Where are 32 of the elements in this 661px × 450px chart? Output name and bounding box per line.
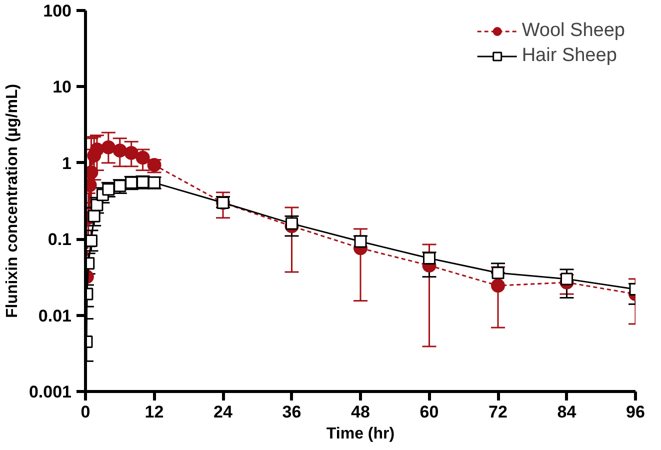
x-axis-title: Time (hr) bbox=[326, 426, 395, 442]
point bbox=[86, 165, 98, 180]
point bbox=[88, 210, 100, 222]
x-tick-label: 24 bbox=[214, 402, 233, 422]
y-tick-label: 1 bbox=[62, 154, 72, 173]
x-tick-label: 84 bbox=[557, 402, 577, 422]
y-tick-label: 100 bbox=[43, 2, 72, 20]
y-tick-label: 10 bbox=[52, 78, 72, 97]
x-tick-label: 48 bbox=[351, 402, 370, 422]
point bbox=[90, 142, 104, 156]
point bbox=[492, 266, 504, 280]
x-tick-label: 0 bbox=[80, 402, 90, 422]
point bbox=[423, 252, 436, 265]
point bbox=[136, 150, 150, 165]
point bbox=[86, 234, 98, 248]
x-tick-label: 36 bbox=[282, 402, 302, 422]
y-tick-label: 0.1 bbox=[48, 230, 72, 250]
point bbox=[491, 278, 505, 293]
point bbox=[560, 272, 573, 286]
y-tick-label: 0.001 bbox=[28, 382, 72, 402]
legend-label: Wool Sheep bbox=[522, 20, 625, 42]
x-tick-label: 60 bbox=[420, 402, 439, 422]
point bbox=[112, 144, 127, 158]
y-axis-title: Flunixin concentration (µg/mL) bbox=[4, 84, 21, 318]
point bbox=[286, 217, 298, 230]
x-tick-label: 96 bbox=[626, 402, 645, 422]
point bbox=[124, 146, 138, 160]
x-tick-label: 12 bbox=[144, 402, 164, 422]
point bbox=[101, 140, 116, 154]
legend-label: Hair Sheep bbox=[522, 45, 617, 67]
x-tick-label: 72 bbox=[488, 402, 508, 422]
y-tick-label: 0.01 bbox=[38, 306, 72, 326]
